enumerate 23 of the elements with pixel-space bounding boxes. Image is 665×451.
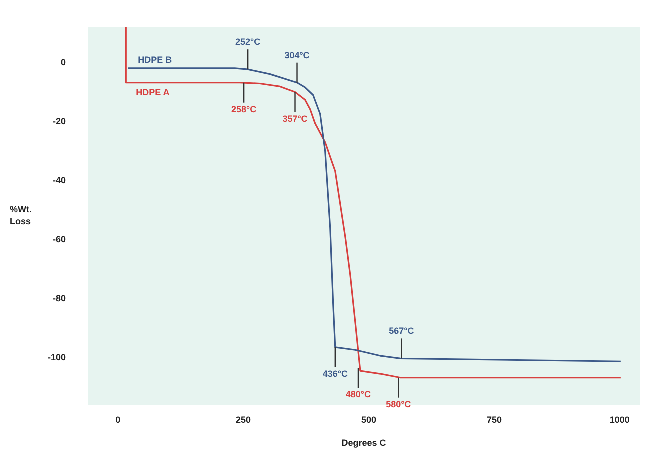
y-tick-label: -100 bbox=[48, 352, 66, 362]
annotation: 480°C bbox=[346, 390, 372, 400]
y-tick-label: 0 bbox=[60, 57, 66, 68]
annotation: 580°C bbox=[386, 399, 412, 410]
annotation: 252°C bbox=[236, 37, 262, 48]
y-axis-title: %Wt. Loss bbox=[10, 204, 32, 227]
series-label: HDPE A bbox=[136, 87, 170, 98]
x-tick-label: 250 bbox=[236, 414, 252, 425]
y-tick-label: -80 bbox=[52, 293, 66, 304]
annotation: 567°C bbox=[389, 326, 415, 336]
x-tick-label: 1000 bbox=[610, 414, 630, 425]
x-tick-label: 0 bbox=[116, 414, 121, 425]
x-tick-label: 750 bbox=[486, 414, 502, 425]
series-label: HDPE B bbox=[138, 54, 173, 65]
annotation: 304°C bbox=[284, 50, 310, 60]
annotation: 436°C bbox=[322, 368, 348, 379]
annotation: 258°C bbox=[232, 104, 258, 114]
y-tick-label: -20 bbox=[52, 116, 66, 126]
y-tick-label: -60 bbox=[52, 234, 66, 244]
y-tick-label: -40 bbox=[52, 175, 66, 186]
annotation: 357°C bbox=[282, 114, 308, 124]
x-tick-label: 500 bbox=[362, 414, 377, 425]
x-axis-title: Degrees C bbox=[342, 438, 387, 448]
